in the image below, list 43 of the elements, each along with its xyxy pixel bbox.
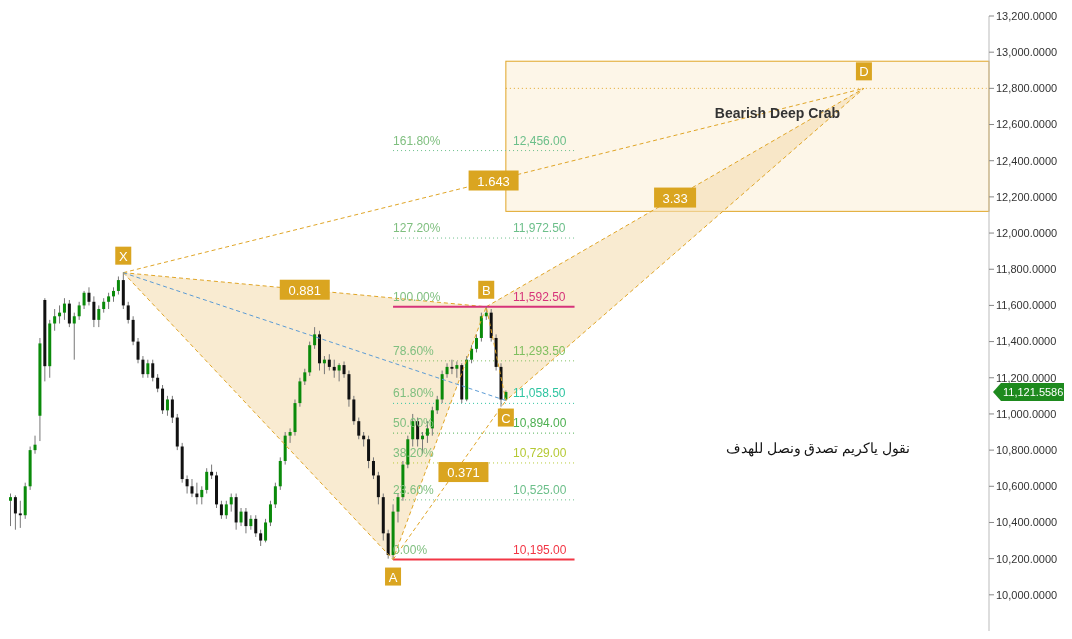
ref-line-label: 11,058.50	[513, 386, 566, 401]
y-tick-label: 10,200.0000	[996, 552, 1058, 565]
y-tick-label: 12,800.0000	[996, 82, 1058, 95]
text: 11,121.5586	[1003, 385, 1064, 398]
data-label: B	[481, 282, 491, 298]
y-tick-label: 12,400.0000	[996, 154, 1058, 167]
y-tick-label: 11,800.0000	[996, 263, 1057, 276]
ref-line-label: 10,729.00	[513, 445, 567, 460]
annotation: 100.00%	[393, 289, 441, 304]
y-tick-label: 10,000.0000	[996, 588, 1058, 601]
ref-line-label: 11,592.50	[513, 289, 566, 304]
annotation: 0.881	[288, 282, 322, 298]
annotation: 1.643	[477, 173, 510, 189]
data-label: A	[388, 569, 398, 585]
ref-line-label: 10,195.00	[513, 542, 567, 557]
y-tick-label: 11,600.0000	[996, 299, 1057, 312]
annotation: 3.33	[662, 190, 688, 206]
y-tick-label: 10,800.0000	[996, 444, 1058, 457]
y-tick-label: 12,600.0000	[996, 118, 1058, 131]
annotation: نقول ياكريم تصدق ونصل للهدف	[725, 440, 911, 457]
annotation: 0.371	[447, 465, 480, 481]
y-tick-label: 11,200.0000	[996, 371, 1057, 384]
y-tick-label: 12,200.0000	[996, 190, 1058, 203]
ref-line-label: 10,894.00	[513, 416, 567, 431]
y-tick-label: 11,000.0000	[996, 407, 1057, 420]
y-tick-label: 11,400.0000	[996, 335, 1057, 348]
y-tick-label: 13,200.0000	[996, 9, 1058, 22]
y-tick-label: 13,000.0000	[996, 46, 1058, 59]
annotation: 78.60%	[393, 343, 435, 358]
annotation: 161.80%	[393, 133, 441, 148]
data-label: X	[118, 248, 128, 264]
ref-line-label: 10,525.00	[513, 482, 567, 497]
y-tick-label: 10,600.0000	[996, 480, 1058, 493]
ref-line-label: 12,456.00	[513, 133, 567, 148]
annotation: 61.80%	[393, 386, 435, 401]
band-label: Bearish Deep Crab	[714, 105, 841, 122]
ref-line-label: 11,972.50	[513, 221, 566, 236]
data-label: D	[859, 64, 869, 80]
data-label: C	[501, 410, 511, 426]
annotation: 127.20%	[393, 221, 441, 236]
y-tick-label: 10,400.0000	[996, 516, 1058, 529]
y-tick-label: 12,000.0000	[996, 226, 1058, 239]
ref-line-label: 11,293.50	[513, 343, 566, 358]
